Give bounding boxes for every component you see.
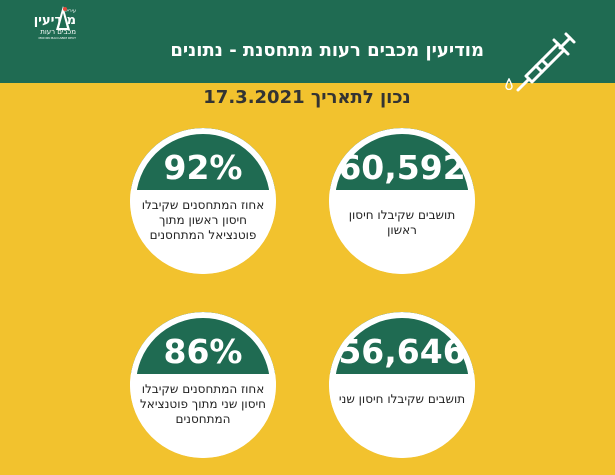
logo-prefix: עיריית xyxy=(63,8,76,14)
stat-card-first-dose-percent: 92% אחוז המתחסנים שקיבלו חיסון ראשון מתו… xyxy=(130,128,276,274)
syringe-icon xyxy=(516,32,576,92)
stat-card-second-dose-residents: 56,646 תושבים שקיבלו חיסון שני xyxy=(329,312,475,458)
drop-icon xyxy=(505,78,513,90)
logo-subtitle: מכבים רעות xyxy=(40,28,76,36)
logo-english: MODIIN MACCABIM REUT xyxy=(38,36,76,40)
stat-card-second-dose-percent: 86% אחוז המתחסנים שקיבלו חיסון שני מתוך … xyxy=(130,312,276,458)
stat-card-first-dose-residents: 60,592 תושבים שקיבלו חיסון ראשון xyxy=(329,128,475,274)
logo-emblem-icon xyxy=(56,6,70,30)
as-of-date: נכון לתאריך 17.3.2021 xyxy=(203,87,411,108)
page-title: מודיעין מכבים רעות מתחסנת - נתונים xyxy=(170,40,484,61)
header-bar: עיריית מודיעין מכבים רעות MODIIN MACCABI… xyxy=(0,0,615,92)
